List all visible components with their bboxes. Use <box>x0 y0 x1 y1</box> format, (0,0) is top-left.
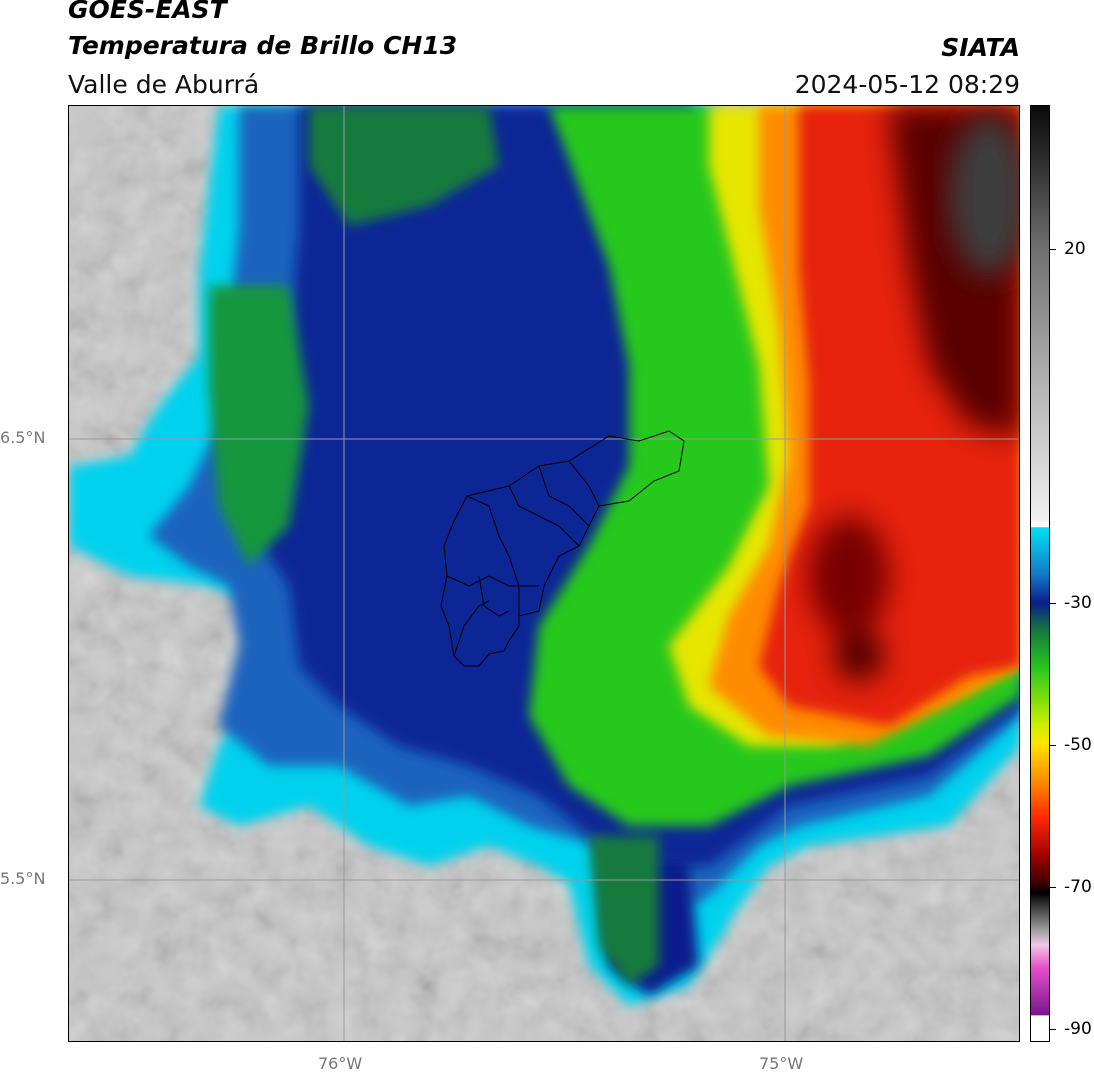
cloud-coldest-layer <box>949 116 1019 276</box>
colorbar-gradient <box>1031 106 1049 1041</box>
region-subtitle: Valle de Aburrá <box>68 70 260 99</box>
colorbar-label-neg90: -90 <box>1064 1019 1092 1039</box>
agency-label: SIATA <box>941 33 1020 62</box>
colorbar <box>1030 105 1050 1042</box>
map-canvas <box>69 106 1019 1041</box>
product-title: Temperatura de Brillo CH13 <box>68 31 458 60</box>
colorbar-label-neg30: -30 <box>1064 593 1092 613</box>
colorbar-label-neg70: -70 <box>1064 877 1092 897</box>
xtick-label-76W: 76°W <box>318 1054 363 1073</box>
colorbar-label-neg50: -50 <box>1064 735 1092 755</box>
ytick-label-5.5N: 5.5°N <box>0 869 46 888</box>
datetime-label: 2024-05-12 08:29 <box>794 70 1020 99</box>
colorbar-tick-neg50 <box>1050 745 1056 746</box>
satellite-title: GOES-EAST <box>68 0 227 24</box>
valle-de-aburra-municipalities <box>440 430 685 667</box>
colorbar-label-20: 20 <box>1064 239 1086 259</box>
colorbar-tick-neg90 <box>1050 1029 1056 1030</box>
colorbar-tick-20 <box>1050 249 1056 250</box>
ytick-label-6.5N: 6.5°N <box>0 428 46 447</box>
colorbar-tick-neg70 <box>1050 887 1056 888</box>
xtick-label-75W: 75°W <box>759 1054 804 1073</box>
colorbar-tick-neg30 <box>1050 603 1056 604</box>
satellite-map[interactable] <box>68 105 1020 1042</box>
